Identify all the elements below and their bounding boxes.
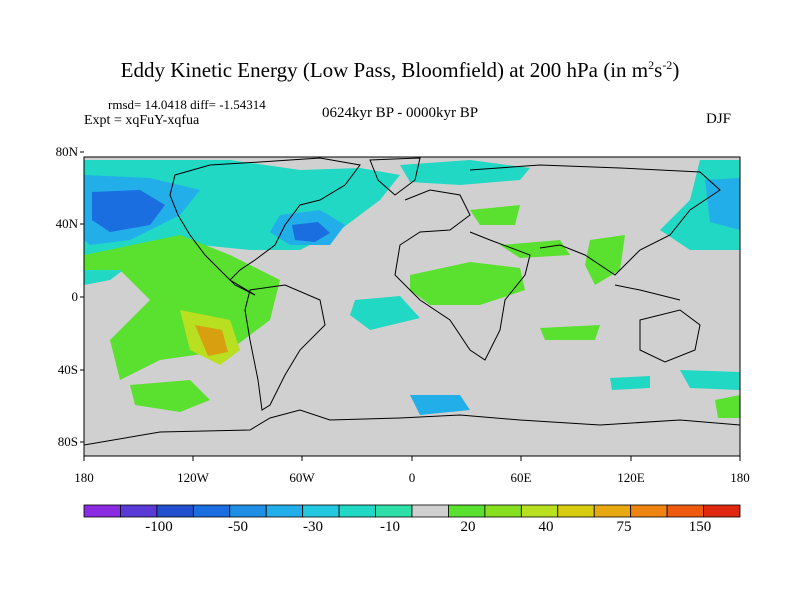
south-atlantic-cyan [350,296,420,330]
period-label: 0624kyr BP - 0000kyr BP [321,105,479,121]
colorbar-label: 20 [460,519,476,535]
colorbar-swatch [520,504,559,518]
europe-africa-coast [394,189,531,361]
colorbar-swatch [703,504,741,518]
season-label: DJF [706,111,732,127]
colorbar-label: -10 [380,519,400,535]
colorbar-swatch [593,504,632,518]
lon-label: 60E [510,470,532,485]
colorbar-swatch [411,504,449,518]
greenland-coast [369,157,421,196]
colorbar-swatch [375,504,413,518]
south-indian-cyan [610,376,650,390]
colorbar-swatch [666,504,704,518]
lon-label: 180 [74,470,94,485]
colorbar-swatch [83,504,121,518]
east-pacific-orange [195,325,228,356]
lon-label: 60W [289,470,315,485]
colorbar-label: 150 [688,519,712,535]
colorbar-label: -100 [145,519,173,535]
far-east-green [715,395,740,418]
colorbar-label: 40 [538,519,554,535]
colorbar-label: -50 [228,519,248,535]
colorbar-swatch [338,504,376,518]
south-pacific-cyan [680,370,740,390]
south-ocean-green [130,380,210,412]
lat-label: 80S [57,434,78,449]
colorbar-swatch [120,504,158,518]
north-atlantic-darkblue [292,222,330,242]
lon-ticks [83,456,741,461]
south-america-coast [244,284,326,411]
colorbar-swatch [192,504,231,518]
lat-label: 40S [57,362,78,377]
asia-coast [469,164,721,276]
rmsd-stats: rmsd= 14.0418 diff= -1.54314 [108,97,266,112]
middle-east-green [470,205,520,225]
lon-label: 180 [730,470,750,485]
colorbar-swatch [265,504,304,518]
south-atlantic-blue [410,395,470,415]
lat-ticks [80,151,84,443]
experiment-label: Expt = xqFuY-xqfua [84,113,200,128]
colorbar-swatch [630,504,668,518]
colorbar-swatch [484,504,522,518]
colorbar-swatch [448,504,486,518]
colorbar-swatch [229,504,267,518]
colorbar-swatch [302,504,340,518]
colorbar-swatch [557,504,595,518]
west-pacific-blue [705,178,740,230]
lon-label: 0 [408,470,416,485]
africa-green [410,262,525,305]
maritime-continent [614,284,681,301]
lat-label: 40N [55,216,78,231]
australia-coast [639,309,701,363]
antarctica-coast [84,409,740,446]
lat-label: 80N [55,144,78,159]
colorbar-label: -30 [303,519,323,535]
chart-title: Eddy Kinetic Energy (Low Pass, Bloomfiel… [120,58,680,82]
lat-label: 0 [71,289,79,304]
indian-ocean-green [540,325,600,340]
arctic-cyan [400,160,530,185]
ekE-field [84,157,740,456]
colorbar-swatch [156,504,194,518]
lon-label: 120W [177,470,209,485]
colorbar [83,504,741,518]
north-pacific-darkblue [92,190,165,232]
north-america-coast [169,157,361,296]
arabia-green [500,240,570,258]
coastlines [84,157,740,446]
asia-green [585,235,625,285]
lon-label: 120E [617,470,645,485]
colorbar-label: 75 [616,519,632,535]
